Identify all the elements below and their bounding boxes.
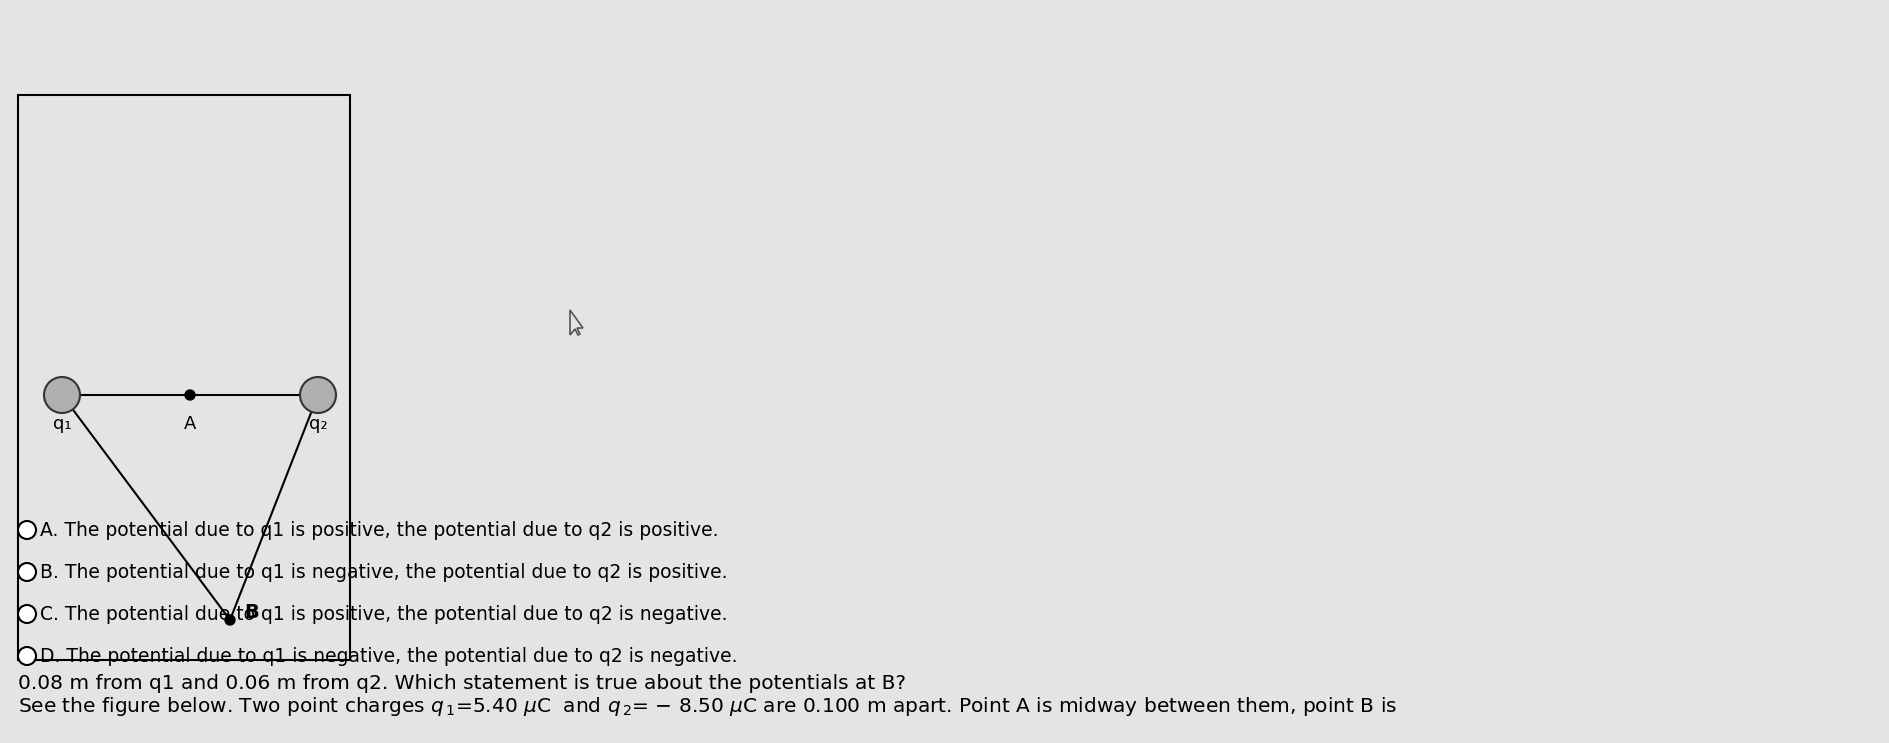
Text: B. The potential due to q1 is negative, the potential due to q2 is positive.: B. The potential due to q1 is negative, …	[40, 562, 727, 582]
Text: 0.08 m from q1 and 0.06 m from q2. Which statement is true about the potentials : 0.08 m from q1 and 0.06 m from q2. Which…	[19, 674, 907, 693]
Ellipse shape	[300, 377, 336, 413]
Ellipse shape	[225, 615, 234, 625]
Text: D. The potential due to q1 is negative, the potential due to q2 is negative.: D. The potential due to q1 is negative, …	[40, 646, 737, 666]
Text: B: B	[244, 603, 259, 621]
Ellipse shape	[19, 563, 36, 581]
Text: A: A	[183, 415, 196, 433]
Text: See the figure below. Two point charges $q_{\,1}$=5.40 $\mu$C  and $q_{\,2}$= $-: See the figure below. Two point charges …	[19, 695, 1398, 718]
Text: C. The potential due to q1 is positive, the potential due to q2 is negative.: C. The potential due to q1 is positive, …	[40, 605, 727, 623]
Text: q₁: q₁	[53, 415, 72, 433]
Ellipse shape	[185, 390, 195, 400]
Text: A. The potential due to q1 is positive, the potential due to q2 is positive.: A. The potential due to q1 is positive, …	[40, 521, 718, 539]
Text: q₂: q₂	[308, 415, 327, 433]
Ellipse shape	[19, 605, 36, 623]
Ellipse shape	[43, 377, 79, 413]
Bar	[19, 95, 349, 660]
Ellipse shape	[19, 647, 36, 665]
Ellipse shape	[19, 521, 36, 539]
